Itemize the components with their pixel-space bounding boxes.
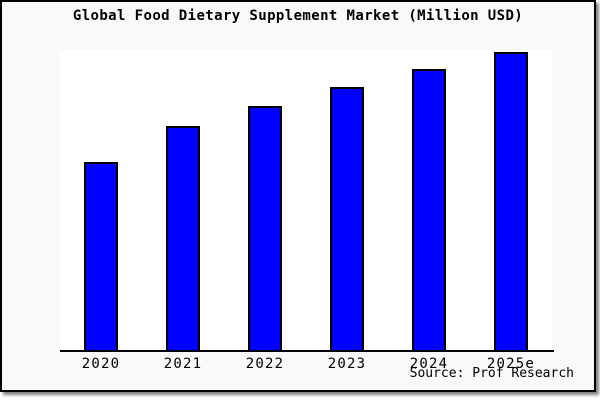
bar-slot xyxy=(224,50,306,350)
chart-title: Global Food Dietary Supplement Market (M… xyxy=(72,8,524,24)
bar-2021 xyxy=(166,126,200,350)
bar-2024 xyxy=(412,69,446,350)
x-tick-label-2023: 2023 xyxy=(327,356,367,372)
bar-2025e xyxy=(494,52,528,350)
x-tick-label-2025e: 2025e xyxy=(486,356,536,372)
bar-slot xyxy=(60,50,142,350)
chart-page: Global Food Dietary Supplement Market (M… xyxy=(0,0,596,392)
bar-slot xyxy=(470,50,552,350)
x-tick-label-2022: 2022 xyxy=(245,356,285,372)
bar-slot xyxy=(388,50,470,350)
source-credit: Source: Prof Research xyxy=(409,366,574,381)
bars-container xyxy=(60,50,552,350)
x-axis-line xyxy=(60,350,554,352)
x-axis-tick-labels: 2020 2021 2022 2023 2024 2025e xyxy=(60,356,552,372)
bar-slot xyxy=(142,50,224,350)
bar-slot xyxy=(306,50,388,350)
plot-area xyxy=(60,50,552,350)
bar-2023 xyxy=(330,87,364,350)
x-tick-label-2021: 2021 xyxy=(163,356,203,372)
x-tick-label-2020: 2020 xyxy=(81,356,121,372)
bar-2022 xyxy=(248,106,282,350)
bar-2020 xyxy=(84,162,118,350)
x-tick-label-2024: 2024 xyxy=(409,356,449,372)
